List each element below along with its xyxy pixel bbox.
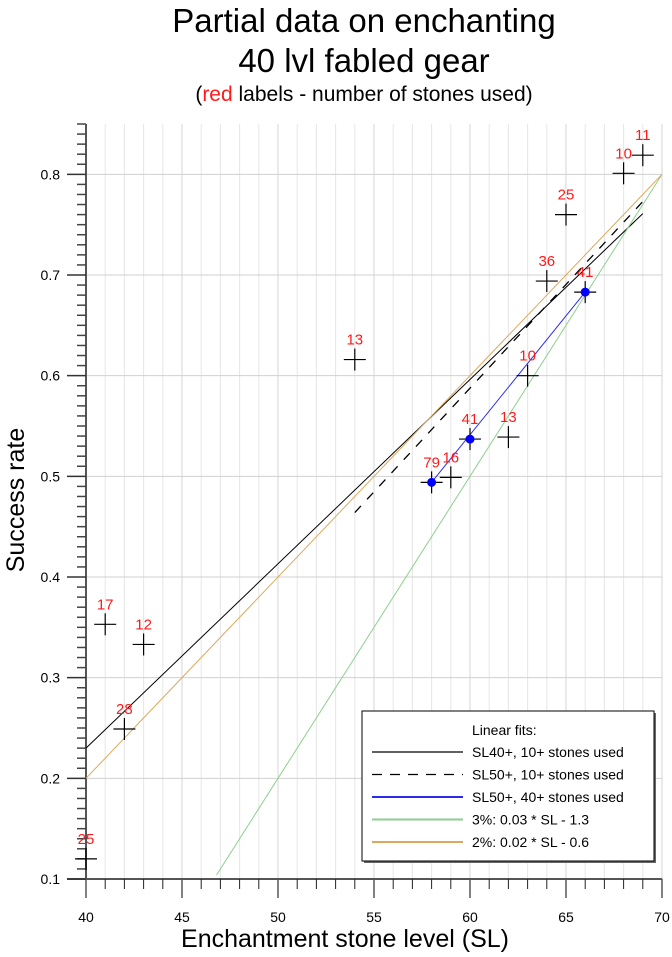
subtitle-red-word: red [202,83,233,106]
fit-line-5 [85,173,663,779]
point-label: 10 [615,145,632,162]
data-point: 28 [113,701,136,741]
y-tick-label: 0.8 [41,166,61,182]
data-point: 25 [555,187,577,226]
data-point: 41 [574,264,597,304]
y-tick-label: 0.7 [41,267,61,283]
point-label: 25 [558,187,575,204]
chart-title-line2: 40 lvl fabled gear [238,42,490,79]
point-label: 16 [442,449,459,466]
data-point: 10 [612,145,635,185]
x-tick-label: 60 [462,909,478,925]
legend-entry-4: 3%: 0.03 * SL - 1.3 [472,812,589,828]
data-point: 17 [94,596,117,636]
point-label: 13 [500,409,517,426]
x-tick-label: 70 [654,909,670,925]
fit-line-1 [85,213,644,749]
point-label: 25 [78,831,95,848]
x-tick-label: 50 [270,909,286,925]
legend-box [361,710,655,862]
fit-line-2 [354,201,644,514]
legend-entry-3: SL50+, 40+ stones used [472,789,624,805]
fit-line-3 [431,291,586,483]
data-point: 79 [420,454,443,494]
highlight-dot [465,434,475,444]
axes: 40 45 50 55 60 65 70 0.1 0.2 0.3 0.4 0.5 0.6 0.7 0.8 [41,123,670,925]
point-label: 10 [519,348,536,365]
data-point: 36 [535,253,558,293]
x-tick-label: 40 [78,909,94,925]
data-point: 16 [439,449,462,489]
data-point: 10 [516,348,539,387]
y-tick-label: 0.4 [41,569,61,585]
x-tick-label: 65 [558,909,574,925]
point-label: 41 [462,411,479,428]
chart-title-line1: Partial data on enchanting [172,2,556,39]
data-point: 13 [343,332,366,371]
subtitle-open: ( [195,83,203,106]
point-label: 12 [135,616,152,633]
legend-entry-5: 2%: 0.02 * SL - 0.6 [472,834,589,850]
legend-entry-2: SL50+, 10+ stones used [472,767,624,783]
point-label: 79 [423,454,440,471]
y-tick-label: 0.1 [41,871,61,887]
point-label: 17 [97,596,114,613]
y-axis-title: Success rate [2,428,30,573]
data-point: 11 [631,127,654,167]
point-label: 11 [635,127,651,144]
x-axis-title: Enchantment stone level (SL) [181,925,509,953]
x-tick-label: 45 [174,909,190,925]
highlight-dot [580,287,590,297]
highlight-dot [427,477,437,487]
y-tick-label: 0.3 [41,670,61,686]
legend-title: Linear fits: [472,722,537,738]
y-tick-label: 0.2 [41,770,61,786]
point-label: 13 [346,332,363,349]
y-tick-label: 0.6 [41,368,61,384]
chart-subtitle: (red labels - number of stones used) [28,83,672,107]
legend-entry-1: SL40+, 10+ stones used [472,744,624,760]
x-tick-label: 55 [366,909,382,925]
data-point: 13 [497,409,520,449]
data-point: 41 [459,411,481,451]
data-point: 12 [132,616,155,656]
point-label: 41 [577,264,594,281]
point-label: 36 [538,253,555,270]
legend: Linear fits: SL40+, 10+ stones used SL50+,… [361,710,656,863]
subtitle-rest: labels - number of stones used) [232,83,533,106]
point-label: 28 [116,701,133,718]
data-point: 25 [75,831,97,870]
y-tick-label: 0.5 [41,468,61,484]
